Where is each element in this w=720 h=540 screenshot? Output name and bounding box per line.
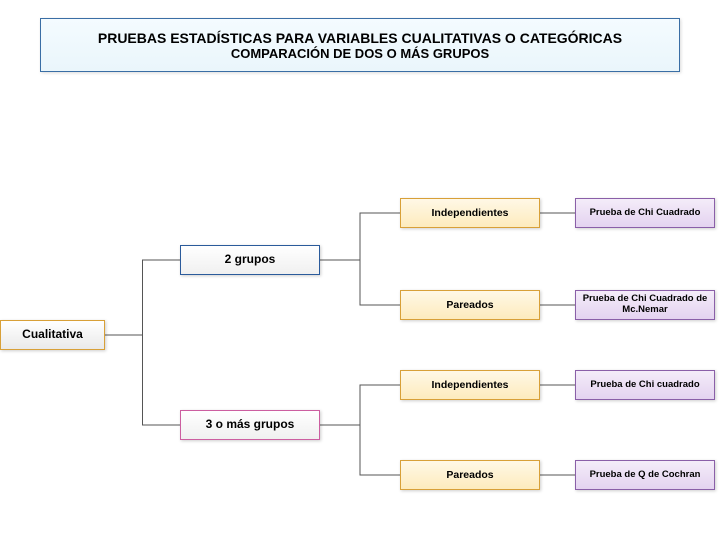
node-prueba-mcnemar: Prueba de Chi Cuadrado de Mc.Nemar [575, 290, 715, 320]
node-label: Independientes [401, 379, 539, 391]
node-cualitativa: Cualitativa [0, 320, 105, 350]
node-2-grupos: 2 grupos [180, 245, 320, 275]
connectors-layer [0, 0, 720, 540]
node-independientes-2: Independientes [400, 370, 540, 400]
node-label: Pareados [401, 299, 539, 311]
node-prueba-chi-cuadrado-2: Prueba de Chi cuadrado [575, 370, 715, 400]
title-box: PRUEBAS ESTADÍSTICAS PARA VARIABLES CUAL… [40, 18, 680, 72]
node-label: Pareados [401, 469, 539, 481]
node-independientes-1: Independientes [400, 198, 540, 228]
node-3-o-mas-grupos: 3 o más grupos [180, 410, 320, 440]
node-pareados-1: Pareados [400, 290, 540, 320]
title-line-2: COMPARACIÓN DE DOS O MÁS GRUPOS [41, 46, 679, 61]
node-label: Prueba de Chi cuadrado [576, 380, 714, 391]
node-label: 2 grupos [181, 253, 319, 267]
node-label: Prueba de Chi Cuadrado [576, 208, 714, 219]
node-prueba-chi-cuadrado: Prueba de Chi Cuadrado [575, 198, 715, 228]
node-prueba-cochran: Prueba de Q de Cochran [575, 460, 715, 490]
node-label: 3 o más grupos [181, 418, 319, 432]
node-label: Cualitativa [1, 328, 104, 342]
node-label: Prueba de Chi Cuadrado de Mc.Nemar [576, 294, 714, 316]
title-line-1: PRUEBAS ESTADÍSTICAS PARA VARIABLES CUAL… [41, 30, 679, 46]
node-label: Prueba de Q de Cochran [576, 470, 714, 481]
node-label: Independientes [401, 207, 539, 219]
node-pareados-2: Pareados [400, 460, 540, 490]
